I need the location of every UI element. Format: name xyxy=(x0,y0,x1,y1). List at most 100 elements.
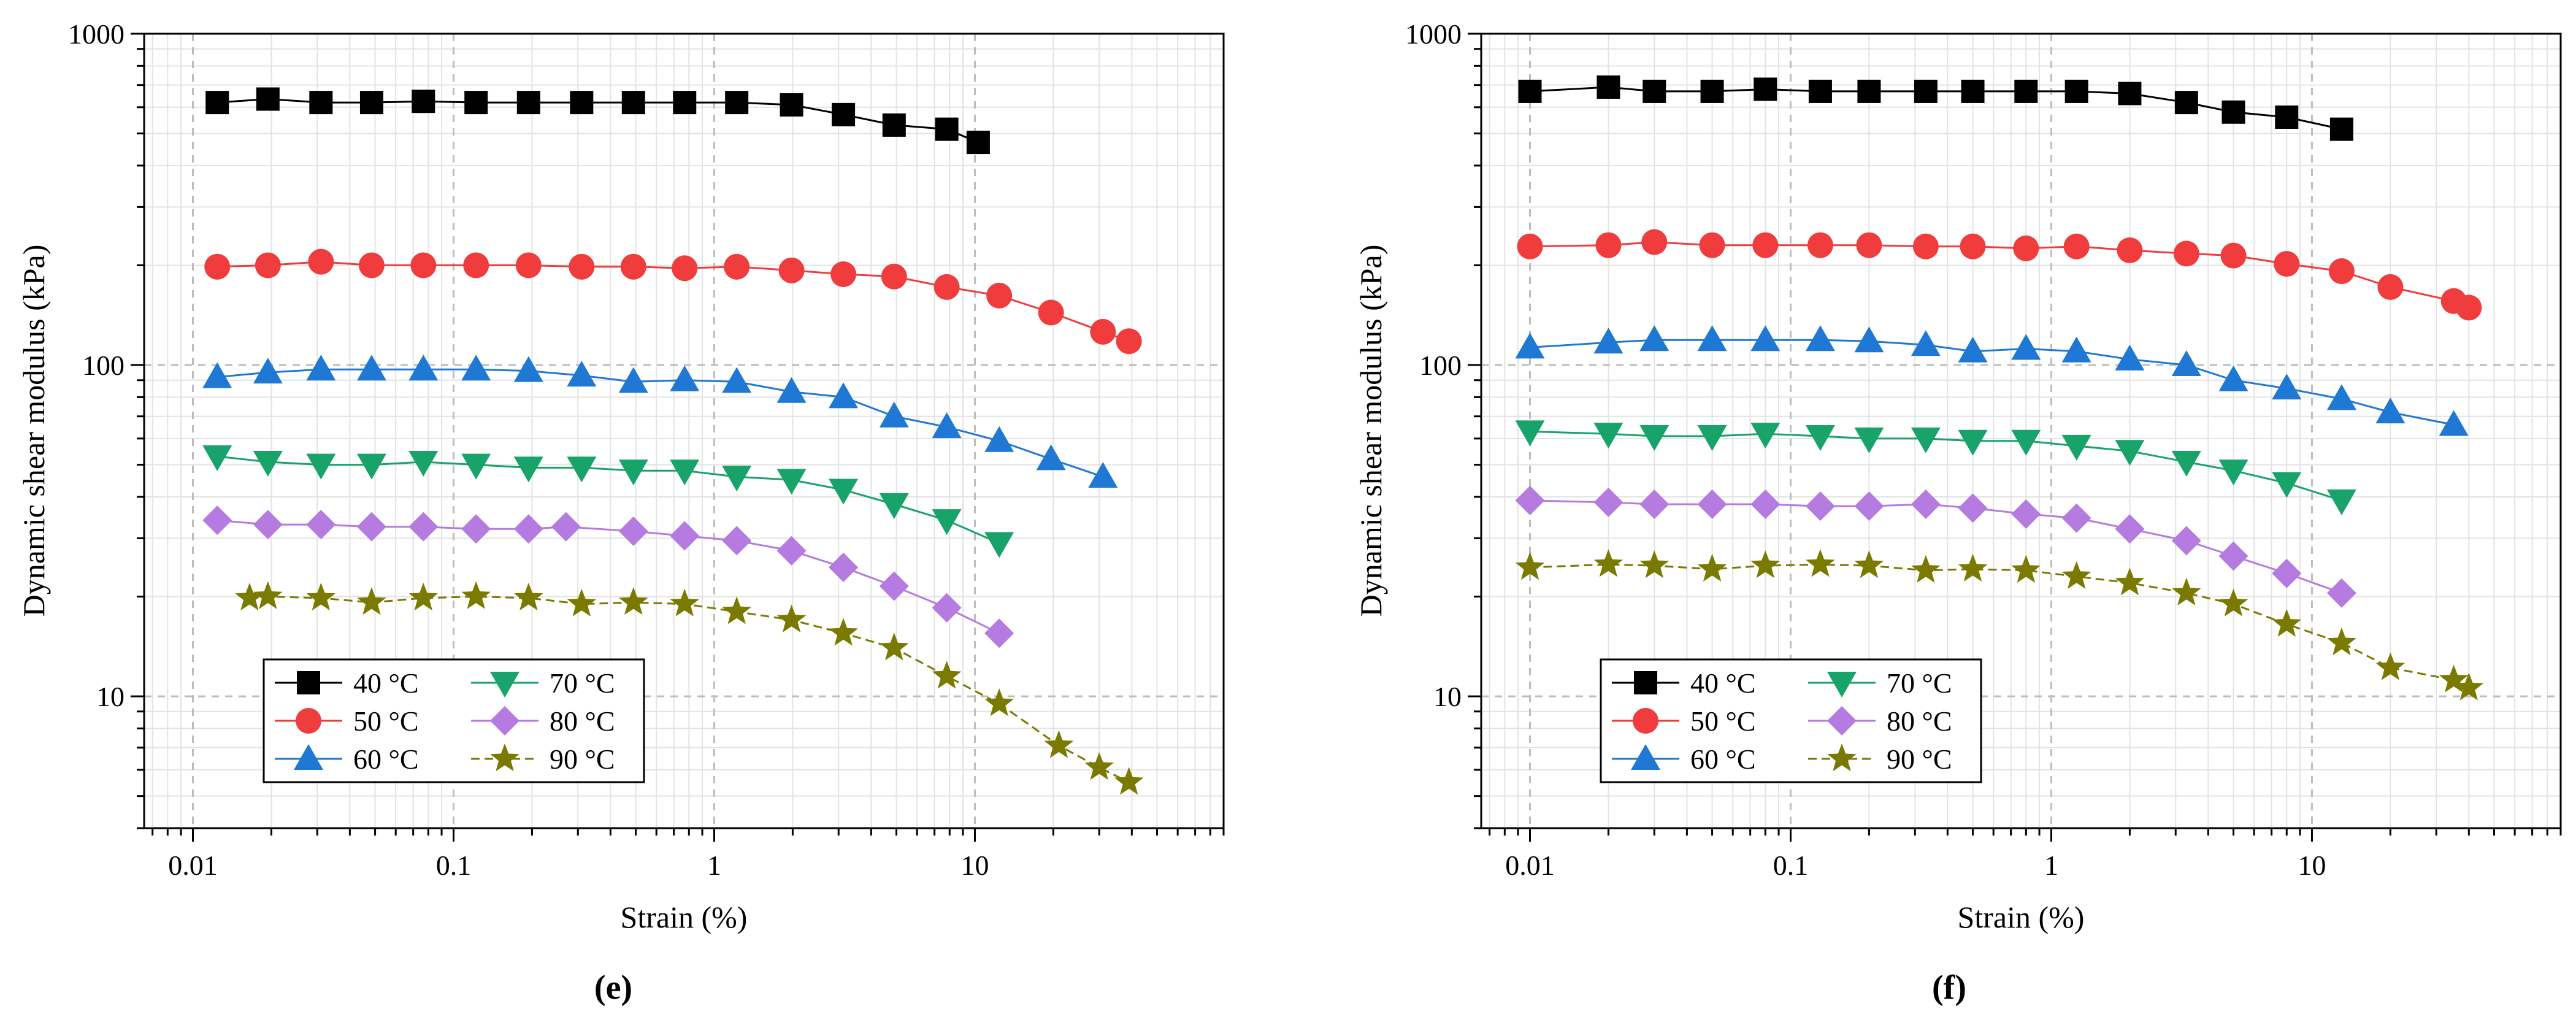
panel-label: (e) xyxy=(594,969,632,1007)
data-point-40c xyxy=(464,91,488,115)
data-point-60c xyxy=(879,401,909,428)
x-tick-label: 0.1 xyxy=(436,850,472,881)
data-point-40c xyxy=(256,87,280,111)
data-point-50c xyxy=(463,252,489,279)
data-point-60c xyxy=(618,367,648,393)
data-point-70c xyxy=(829,478,859,505)
data-point-60c xyxy=(1750,325,1781,352)
data-point-40c xyxy=(725,91,749,115)
data-point-80c xyxy=(1750,489,1781,519)
data-point-70c xyxy=(2326,489,2356,515)
data-point-60c xyxy=(1593,328,1623,354)
data-point-80c xyxy=(1958,493,1988,523)
data-point-90c xyxy=(1911,555,1941,583)
legend-marker-80c xyxy=(1827,706,1857,736)
legend-label-60c: 60 °C xyxy=(353,743,419,775)
legend-marker-70c xyxy=(1827,672,1857,697)
data-point-40c xyxy=(1857,79,1881,103)
x-axis-label: Strain (%) xyxy=(621,900,748,934)
data-point-50c xyxy=(204,253,231,280)
legend-label-70c: 70 °C xyxy=(1887,667,1952,699)
data-point-80c xyxy=(984,618,1014,648)
data-point-60c xyxy=(722,367,752,393)
data-point-90c xyxy=(567,588,597,617)
data-point-80c xyxy=(2061,503,2091,533)
y-tick-label: 10 xyxy=(96,681,125,712)
data-point-60c xyxy=(306,355,336,381)
data-point-70c xyxy=(1639,425,1669,451)
data-point-60c xyxy=(253,358,283,384)
data-point-60c xyxy=(461,355,491,381)
data-point-60c xyxy=(984,426,1014,452)
y-tick-label: 100 xyxy=(82,350,125,381)
data-point-40c xyxy=(1518,79,1542,103)
data-point-60c xyxy=(932,412,962,439)
legend-marker-60c xyxy=(1631,744,1660,770)
data-point-50c xyxy=(672,255,698,282)
data-point-50c xyxy=(2220,242,2247,269)
data-point-60c xyxy=(2375,398,2405,424)
data-point-60c xyxy=(356,355,386,381)
data-point-70c xyxy=(253,450,283,477)
data-point-90c xyxy=(2061,561,2091,589)
data-point-50c xyxy=(2063,233,2090,259)
data-point-90c xyxy=(1515,551,1545,580)
data-point-40c xyxy=(2014,79,2038,103)
data-point-90c xyxy=(1854,550,1884,578)
data-point-80c xyxy=(722,526,752,556)
data-point-70c xyxy=(2272,472,2302,498)
data-point-90c xyxy=(1958,553,1988,582)
data-point-40c xyxy=(2329,117,2353,141)
data-point-90c xyxy=(670,588,699,617)
data-point-80c xyxy=(1593,487,1623,517)
data-point-80c xyxy=(829,552,859,582)
legend-label-80c: 80 °C xyxy=(1887,705,1952,737)
data-point-80c xyxy=(1805,491,1835,521)
legend-marker-80c xyxy=(490,706,519,736)
legend-marker-40c xyxy=(1634,671,1657,694)
data-point-70c xyxy=(879,493,909,519)
data-point-90c xyxy=(2439,664,2469,693)
legend-marker-90c xyxy=(1827,743,1857,772)
data-point-50c xyxy=(1595,232,1622,258)
legend-label-80c: 80 °C xyxy=(550,705,615,737)
y-axis-label: Dynamic shear modulus (kPa) xyxy=(1354,245,1388,617)
data-point-60c xyxy=(567,361,597,387)
x-axis-label: Strain (%) xyxy=(1958,900,2085,934)
legend-label-90c: 90 °C xyxy=(550,743,615,775)
data-point-60c xyxy=(202,362,232,388)
data-point-50c xyxy=(1912,233,1939,259)
data-series-group xyxy=(1515,75,2484,701)
chart-panel-f: 0.01 0.1 1 10 10 100 1000 Dynamic shear modulu… xyxy=(1354,18,2562,1007)
data-point-70c xyxy=(1750,423,1781,449)
data-point-40c xyxy=(1597,75,1620,99)
data-point-80c xyxy=(1515,485,1545,515)
data-point-70c xyxy=(1515,420,1545,447)
series-line-60c xyxy=(1530,339,2454,426)
data-point-50c xyxy=(308,248,334,275)
data-point-40c xyxy=(1643,79,1666,103)
data-point-90c xyxy=(2375,652,2405,680)
data-point-60c xyxy=(1515,332,1545,359)
data-point-60c xyxy=(513,356,543,382)
data-point-50c xyxy=(2173,240,2199,267)
data-point-80c xyxy=(2218,541,2248,571)
data-point-50c xyxy=(2456,294,2482,321)
data-point-90c xyxy=(2272,609,2302,637)
data-point-40c xyxy=(673,91,697,115)
data-point-90c xyxy=(2172,577,2201,605)
data-point-40c xyxy=(1754,77,1777,101)
data-point-40c xyxy=(2118,82,2142,106)
data-point-80c xyxy=(879,571,909,601)
data-point-80c xyxy=(513,514,543,544)
data-point-80c xyxy=(2011,499,2041,529)
data-point-80c xyxy=(306,510,336,540)
data-point-90c xyxy=(253,581,283,609)
x-tick-label: 10 xyxy=(960,850,989,881)
data-point-70c xyxy=(2061,434,2091,461)
data-point-80c xyxy=(461,514,491,544)
data-point-40c xyxy=(2275,105,2299,129)
data-point-90c xyxy=(1697,553,1727,582)
series-line-70c xyxy=(1530,430,2342,502)
data-point-60c xyxy=(2272,374,2302,400)
